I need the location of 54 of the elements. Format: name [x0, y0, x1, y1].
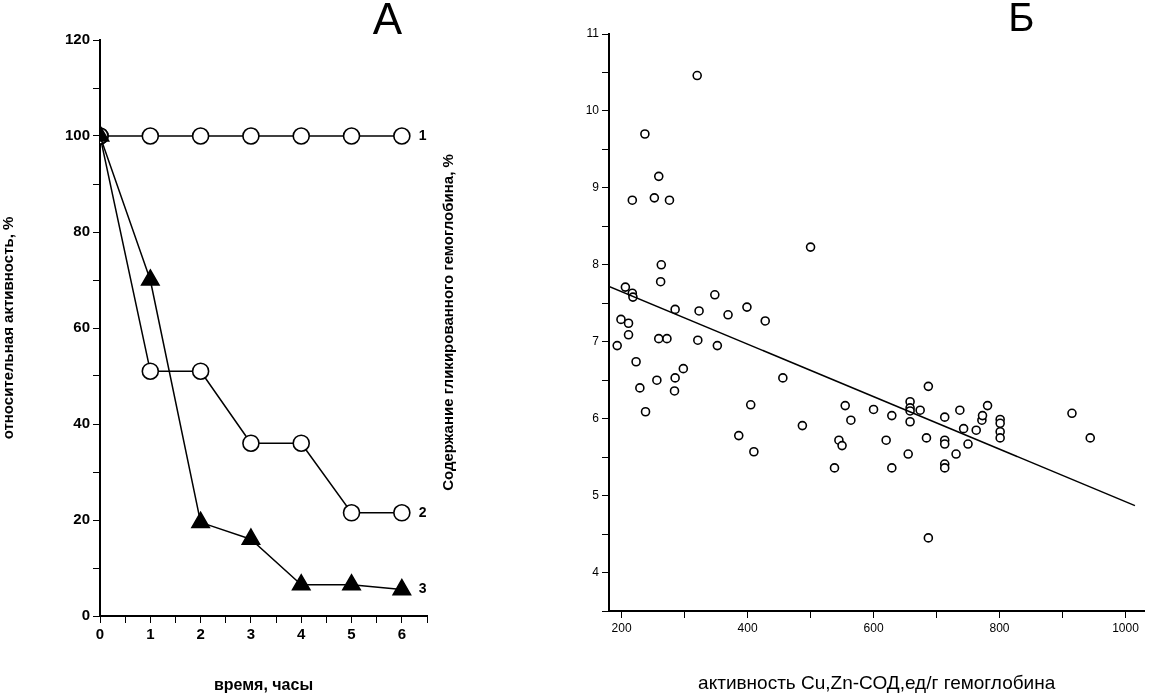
y-tick-label: 100 — [64, 126, 90, 144]
x-tick-label: 600 — [863, 620, 884, 635]
x-axis-title: время, часы — [213, 675, 314, 693]
series-label: 3 — [418, 580, 427, 597]
y-axis-title: Содержание гликированного гемоглобина, % — [439, 154, 457, 491]
y-tick-label: 40 — [73, 414, 90, 432]
x-tick-label: 400 — [737, 620, 758, 635]
point — [191, 511, 211, 529]
x-axis-title: активность Cu,Zn-СОД,ед/г гемоглобина — [698, 671, 1056, 693]
y-tick-label: 11 — [586, 26, 600, 41]
y-tick-label: 60 — [73, 318, 90, 336]
y-tick-label: 20 — [73, 510, 90, 528]
point — [242, 434, 260, 452]
point — [241, 528, 261, 545]
point — [393, 504, 411, 522]
point — [191, 127, 210, 145]
y-tick-label: 7 — [592, 334, 600, 349]
y-tick-label: 8 — [592, 257, 600, 272]
point — [242, 127, 260, 145]
x-tick-label: 800 — [989, 620, 1010, 635]
y-tick-label: 9 — [592, 180, 600, 195]
point — [191, 362, 210, 380]
y-tick-label: 10 — [585, 103, 600, 118]
series-label: 2 — [418, 503, 427, 520]
point — [141, 127, 160, 145]
x-tick-label: 1000 — [1112, 620, 1140, 635]
point — [342, 504, 361, 522]
y-tick-label: 6 — [592, 410, 600, 425]
chart-title: А — [372, 0, 403, 44]
point — [393, 127, 411, 145]
y-axis-title: относительная активность, % — [0, 216, 17, 440]
x-tick-label: 6 — [397, 625, 407, 643]
y-tick-label: 120 — [64, 30, 90, 48]
point — [342, 127, 361, 145]
point — [292, 127, 311, 145]
point — [141, 362, 160, 380]
point — [342, 574, 361, 591]
series-label: 1 — [418, 126, 427, 143]
point — [140, 269, 160, 286]
x-tick-label: 2 — [196, 625, 205, 643]
y-tick-label: 80 — [73, 222, 90, 240]
x-tick-label: 4 — [297, 625, 307, 643]
x-tick-label: 0 — [95, 625, 105, 643]
point — [392, 578, 412, 596]
x-tick-label: 1 — [146, 625, 155, 643]
y-tick-label: 5 — [592, 487, 600, 502]
x-tick-label: 5 — [347, 625, 356, 643]
x-tick-label: 3 — [246, 625, 256, 643]
y-tick-label: 4 — [592, 564, 600, 579]
x-tick-label: 200 — [611, 620, 632, 635]
point — [291, 574, 311, 591]
point — [292, 434, 311, 452]
chart-title: Б — [1008, 0, 1035, 40]
y-tick-label: 0 — [81, 606, 90, 624]
